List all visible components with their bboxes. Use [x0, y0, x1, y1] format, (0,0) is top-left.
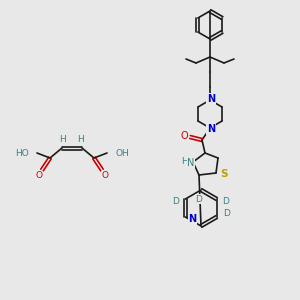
Text: N: N [187, 158, 195, 168]
Text: O: O [35, 172, 43, 181]
Text: N: N [207, 94, 215, 104]
Text: O: O [180, 131, 188, 141]
Text: N: N [188, 214, 196, 224]
Text: D: D [223, 208, 230, 217]
Text: H: H [78, 136, 84, 145]
Text: D: D [196, 194, 202, 203]
Text: D: D [172, 197, 179, 206]
Text: OH: OH [115, 148, 129, 158]
Text: N: N [207, 124, 215, 134]
Text: S: S [220, 169, 228, 179]
Text: O: O [101, 172, 109, 181]
Text: HO: HO [15, 148, 29, 158]
Text: H: H [60, 136, 66, 145]
Text: D: D [222, 197, 229, 206]
Text: H: H [181, 157, 188, 166]
